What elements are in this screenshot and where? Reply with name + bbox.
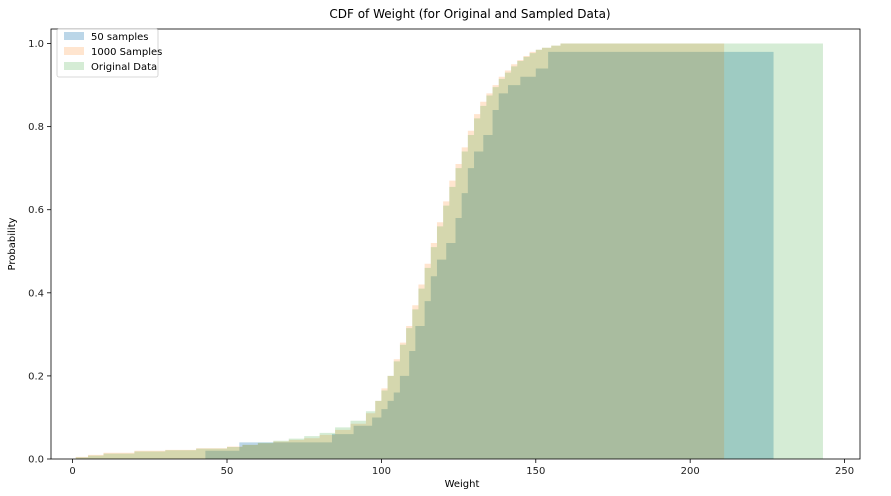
x-tick-label: 100 (372, 466, 391, 477)
x-tick-label: 250 (835, 466, 854, 477)
legend-swatch-original-data (64, 62, 84, 70)
x-axis-ticks: 0 50 100 150 200 250 (69, 459, 854, 477)
chart-title: CDF of Weight (for Original and Sampled … (329, 7, 610, 21)
y-tick-label: 1.0 (28, 39, 44, 50)
y-axis-ticks: 0.0 0.2 0.4 0.6 0.8 1.0 (28, 39, 51, 466)
x-tick-label: 150 (526, 466, 545, 477)
y-tick-label: 0.0 (28, 455, 44, 466)
x-tick-label: 200 (681, 466, 700, 477)
legend-label-1000-samples: 1000 Samples (91, 47, 162, 58)
cdf-series-50-samples (205, 43, 774, 459)
x-axis-label: Weight (445, 479, 480, 490)
x-tick-label: 0 (69, 466, 75, 477)
legend-swatch-50-samples (64, 32, 84, 40)
legend-label-original-data: Original Data (91, 62, 157, 73)
y-axis-label: Probability (7, 217, 18, 270)
legend-label-50-samples: 50 samples (91, 32, 148, 43)
legend-swatch-1000-samples (64, 47, 84, 55)
y-tick-label: 0.2 (28, 371, 44, 382)
series-layer (75, 43, 823, 459)
y-tick-label: 0.6 (28, 205, 44, 216)
x-tick-label: 50 (221, 466, 234, 477)
cdf-series-1000-samples (75, 43, 725, 459)
plot-frame (50, 28, 861, 460)
legend: 50 samples 1000 Samples Original Data (56, 28, 162, 78)
cdf-series-original-data (75, 43, 823, 459)
y-tick-label: 0.8 (28, 122, 44, 133)
legend-box (56, 28, 159, 78)
y-tick-label: 0.4 (28, 288, 44, 299)
